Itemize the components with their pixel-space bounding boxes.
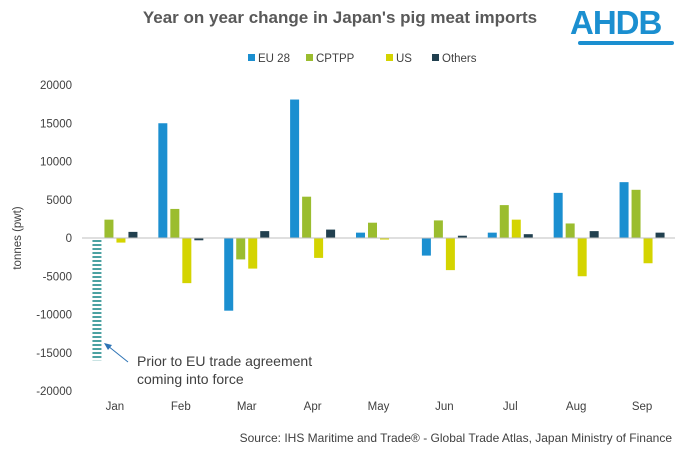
bar-cptpp-mar — [236, 238, 246, 260]
bar-us-may — [380, 238, 389, 240]
x-tick-label: Aug — [566, 401, 586, 413]
bar-cptpp-jul — [499, 205, 509, 238]
bar-us-mar — [248, 238, 258, 269]
y-tick-label: 15000 — [40, 118, 72, 130]
arrow-head-icon — [104, 343, 112, 350]
y-tick-label: 5000 — [46, 195, 72, 207]
legend-swatch — [248, 54, 255, 61]
source-note: Source: IHS Maritime and Trade® - Global… — [239, 431, 672, 445]
legend-label: EU 28 — [258, 53, 290, 65]
bar-others-jul — [523, 234, 533, 238]
bar-us-aug — [577, 238, 587, 277]
y-tick-label: 0 — [66, 233, 72, 245]
bar-us-sep — [643, 238, 653, 264]
legend-label: CPTPP — [316, 53, 355, 65]
bar-cptpp-jan — [104, 219, 114, 238]
y-axis-label: tonnes (pwt) — [12, 206, 24, 269]
bar-eu-28-jan-hatched — [92, 238, 102, 361]
bar-eu-28-jul — [487, 232, 497, 238]
legend-swatch — [306, 54, 313, 61]
x-tick-label: May — [368, 401, 390, 413]
bar-others-feb — [194, 238, 204, 241]
bar-eu-28-apr — [290, 99, 300, 238]
y-tick-label: -5000 — [43, 271, 72, 283]
bar-eu-28-aug — [553, 192, 563, 238]
bar-others-jun — [457, 235, 467, 238]
y-axis: 20000 15000 10000 5000 0 -5000 -10000 -15000 -20… — [12, 80, 72, 398]
bar-us-jul — [511, 219, 521, 238]
x-tick-label: Jun — [435, 401, 454, 413]
y-tick-label: -15000 — [36, 348, 72, 360]
bar-eu-28-mar — [224, 238, 234, 311]
x-tick-label: Jul — [503, 401, 518, 413]
bar-us-jun — [445, 238, 455, 271]
bar-cptpp-may — [368, 222, 377, 238]
bar-cptpp-aug — [565, 223, 575, 238]
bar-others-aug — [589, 231, 599, 238]
logo-swoosh-icon — [578, 41, 674, 45]
annotation: Prior to EU trade agreement coming into f… — [92, 238, 312, 387]
bar-us-feb — [182, 238, 192, 284]
x-tick-label: Feb — [171, 401, 191, 413]
x-tick-label: Apr — [304, 401, 322, 413]
legend-item-cptpp: CPTPP — [306, 53, 355, 65]
legend: EU 28 CPTPP US Others — [248, 53, 477, 65]
x-axis: Jan Feb Mar Apr May Jun Jul Aug Sep — [82, 237, 675, 413]
legend-label: Others — [442, 53, 477, 65]
bar-eu-28-may — [356, 232, 365, 238]
legend-item-us: US — [386, 53, 412, 65]
annotation-arrow — [107, 345, 129, 363]
x-tick-label: Mar — [237, 401, 257, 413]
bar-eu-28-jun — [421, 238, 431, 256]
bar-others-jan — [128, 231, 138, 238]
bar-others-sep — [655, 232, 665, 238]
legend-item-eu-28: EU 28 — [248, 53, 290, 65]
bar-others-apr — [326, 229, 336, 238]
y-tick-label: 20000 — [40, 80, 72, 92]
bar-us-jan — [116, 238, 126, 243]
legend-swatch — [432, 54, 439, 61]
bar-us-apr — [314, 238, 324, 258]
chart-title: Year on year change in Japan's pig meat … — [142, 8, 538, 27]
bar-eu-28-sep — [619, 182, 629, 238]
legend-label: US — [396, 53, 412, 65]
bar-cptpp-jun — [433, 220, 443, 238]
bars — [104, 99, 665, 311]
x-tick-label: Sep — [632, 401, 652, 413]
x-tick-label: Jan — [106, 401, 125, 413]
y-tick-label: 10000 — [40, 157, 72, 169]
annotation-text-line1: Prior to EU trade agreement — [137, 353, 312, 369]
legend-item-others: Others — [432, 53, 477, 65]
ahdb-logo: AHDB — [570, 4, 662, 41]
y-tick-label: -20000 — [36, 386, 72, 398]
annotation-text-line2: coming into force — [137, 371, 244, 387]
legend-swatch — [386, 54, 393, 61]
bar-cptpp-feb — [170, 208, 180, 238]
y-tick-label: -10000 — [36, 310, 72, 322]
bar-cptpp-apr — [302, 196, 312, 238]
bar-others-mar — [260, 231, 270, 238]
bar-eu-28-feb — [158, 123, 168, 238]
bar-cptpp-sep — [631, 189, 641, 238]
